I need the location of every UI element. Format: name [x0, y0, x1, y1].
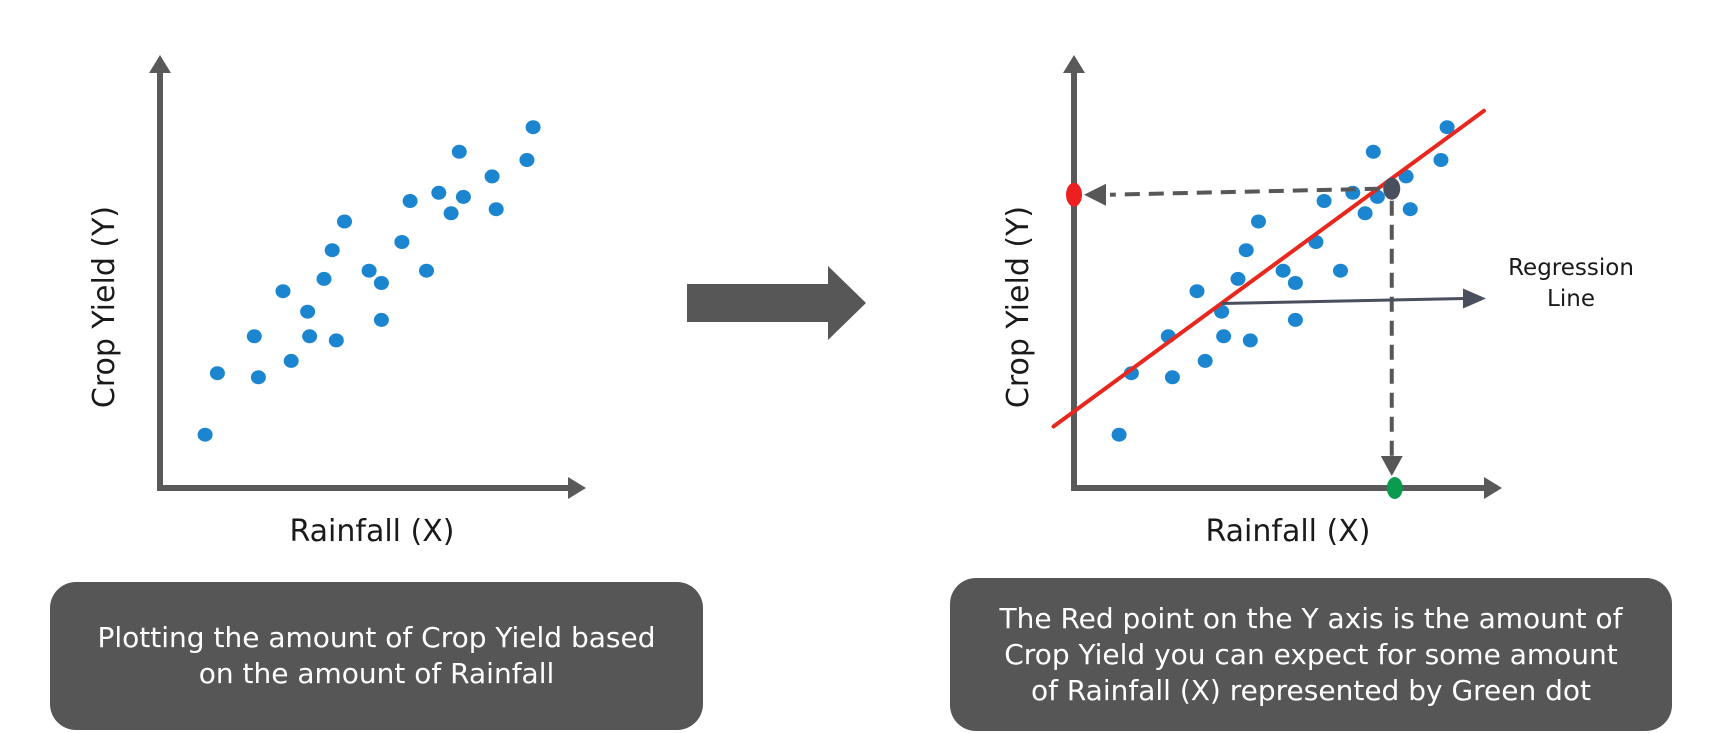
caption-left-line2: on the amount of Rainfall — [198, 657, 555, 690]
left-data-point-6 — [283, 353, 299, 368]
left-data-point-18 — [419, 263, 434, 278]
y-projection-line — [1109, 186, 1380, 197]
caption-right: The Red point on the Y axis is the amoun… — [950, 578, 1672, 731]
right-data-point-8 — [1216, 329, 1232, 344]
transition-arrow — [687, 266, 866, 340]
caption-left: Plotting the amount of Crop Yield based … — [50, 582, 703, 730]
annotation-arrowhead — [1463, 288, 1486, 309]
right-data-point-24 — [1402, 202, 1418, 217]
left-data-point-23 — [484, 169, 500, 184]
left-data-point-14 — [373, 276, 389, 290]
right-data-point-25 — [1433, 153, 1449, 167]
x-axis-green-marker — [1386, 477, 1403, 499]
right-data-point-12 — [1251, 214, 1266, 229]
right-data-point-17 — [1316, 194, 1332, 208]
caption-right-line2: Crop Yield you can expect for some amoun… — [1004, 637, 1618, 671]
prediction-point — [1383, 177, 1401, 200]
regression-line — [1051, 108, 1486, 429]
right-data-point-13 — [1275, 263, 1291, 278]
left-data-point-13 — [361, 263, 377, 278]
right-data-point-5 — [1189, 284, 1205, 299]
left-points — [197, 120, 541, 442]
left-y-axis-arrowhead — [149, 55, 171, 73]
left-data-point-16 — [394, 235, 410, 249]
left-data-point-19 — [431, 185, 447, 200]
right-data-point-10 — [1238, 243, 1254, 258]
x-projection-arrowhead — [1380, 456, 1403, 476]
left-data-point-5 — [275, 284, 291, 299]
right-data-point-14 — [1287, 276, 1303, 290]
left-data-point-25 — [519, 153, 535, 167]
left-data-point-10 — [324, 243, 340, 258]
left-data-point-9 — [316, 271, 332, 286]
left-data-point-7 — [300, 304, 316, 319]
right-y-axis-title: Crop Yield (Y) — [1001, 206, 1036, 408]
left-data-point-24 — [488, 202, 504, 217]
right-points — [1111, 120, 1455, 442]
right-x-axis-arrowhead — [1484, 477, 1502, 499]
left-data-point-8 — [302, 329, 318, 344]
right-y-axis-arrowhead — [1063, 55, 1085, 73]
left-data-point-21 — [451, 144, 467, 159]
left-x-axis-arrowhead — [568, 477, 586, 499]
left-data-point-3 — [246, 329, 262, 344]
left-data-point-20 — [443, 206, 459, 221]
chart-left: Rainfall (X) Crop Yield (Y) — [87, 55, 586, 549]
right-overlay — [1051, 108, 1486, 499]
right-x-axis-title: Rainfall (X) — [1205, 514, 1370, 549]
left-data-point-4 — [250, 370, 266, 385]
left-y-axis-title: Crop Yield (Y) — [87, 206, 122, 408]
y-axis-red-marker — [1066, 182, 1082, 207]
left-data-point-2 — [209, 366, 225, 381]
right-data-point-18 — [1333, 263, 1348, 278]
chart-right: Rainfall (X) Crop Yield (Y) Regression L… — [1001, 55, 1634, 549]
regression-line-label-line2: Line — [1547, 286, 1595, 312]
caption-right-line1: The Red point on the Y axis is the amoun… — [999, 601, 1623, 635]
left-data-point-17 — [402, 194, 418, 208]
left-data-point-26 — [525, 120, 541, 135]
right-data-point-26 — [1439, 120, 1455, 135]
caption-right-line3: of Rainfall (X) represented by Green dot — [1030, 673, 1592, 707]
left-data-point-22 — [455, 189, 471, 204]
caption-left-line1: Plotting the amount of Crop Yield based — [97, 621, 656, 654]
right-data-point-1 — [1111, 427, 1127, 442]
right-data-point-9 — [1230, 271, 1246, 286]
annotation-arrow-line — [1221, 297, 1466, 305]
left-data-point-11 — [328, 333, 344, 348]
right-data-point-20 — [1357, 206, 1373, 221]
left-x-axis-title: Rainfall (X) — [289, 514, 454, 549]
right-data-point-11 — [1242, 333, 1258, 348]
left-data-point-15 — [373, 312, 389, 327]
right-data-point-21 — [1365, 144, 1381, 159]
left-data-point-1 — [197, 427, 213, 442]
left-data-point-12 — [337, 214, 352, 229]
regression-line-label-line1: Regression — [1508, 255, 1634, 281]
right-data-point-15 — [1287, 312, 1303, 327]
y-projection-arrowhead — [1084, 183, 1106, 206]
right-data-point-4 — [1164, 370, 1180, 385]
right-data-point-6 — [1197, 353, 1213, 368]
